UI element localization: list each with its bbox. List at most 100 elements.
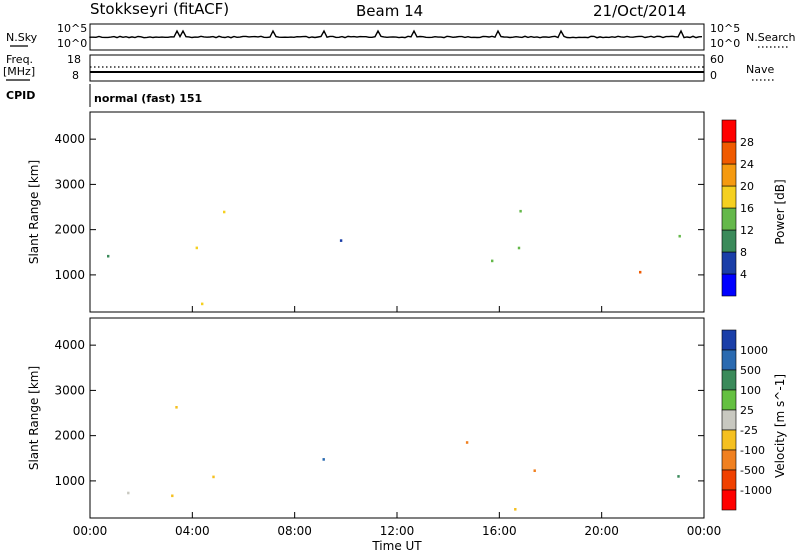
power-colorbar-tick-0: 4: [740, 268, 747, 281]
power-colorbar-band-3: [721, 207, 737, 231]
velocity-colorbar-tick-3: 25: [740, 404, 754, 417]
echo-cell-power-0-0: [107, 254, 110, 258]
velocity-colorbar-tick-7: -1000: [740, 484, 772, 497]
echo-cell-velocity-2-2: [171, 494, 174, 498]
velocity-axes: 1000 2000 3000 4000: [54, 338, 704, 488]
power-heatmap: [107, 209, 681, 306]
power-colorbar-tick-4: 20: [740, 180, 754, 193]
time-axis-label: Time UT: [371, 539, 422, 553]
nsky-trace: [89, 29, 703, 39]
velocity-colorbar-tick-1: 500: [740, 364, 761, 377]
cpid-label: CPID: [6, 89, 36, 102]
velocity-heatmap: [127, 406, 680, 511]
echo-cell-power-8-1: [517, 246, 521, 250]
power-colorbar-label: Power [dB]: [773, 179, 787, 244]
power-yaxis-label: Slant Range [km]: [27, 160, 41, 264]
echo-cell-power-2-0: [195, 246, 198, 250]
nsky-tick-top: 10^5: [57, 22, 88, 35]
freq-tick-bottom: 8: [72, 69, 79, 82]
station-title: Stokkseyri (fitACF): [90, 0, 230, 18]
ytick-label-0-1: 2000: [54, 223, 85, 237]
cpid-value: normal (fast) 151: [94, 92, 203, 105]
nave-tick-bottom: 0: [710, 69, 717, 82]
velocity-colorbar-band-4: [721, 409, 737, 431]
power-colorbar: 4 8 12 16 20 24 28: [721, 119, 754, 297]
echo-cell-power-8-2: [519, 209, 522, 213]
echo-cell-power-2-2: [223, 210, 226, 214]
velocity-colorbar-band-6: [721, 449, 737, 471]
echo-cell-power-13-0: [678, 234, 681, 238]
ytick-label-0-3: 4000: [54, 132, 85, 146]
time-axis: 00:00 04:00 08:00 12:00 16:00 20:00 00:00: [73, 306, 722, 538]
xtick-label-5: 20:00: [584, 524, 619, 538]
power-colorbar-band-4: [721, 185, 737, 209]
nave-tick-top: 60: [710, 53, 724, 66]
power-colorbar-band-0: [721, 273, 737, 297]
echo-cell-velocity-6-0: [514, 508, 517, 511]
power-colorbar-band-6: [721, 141, 737, 165]
nave-label: Nave: [746, 63, 775, 76]
nsky-label: N.Sky: [6, 31, 38, 44]
echo-cell-velocity-0-0: [127, 491, 130, 495]
echo-cell-velocity-7-0: [677, 475, 680, 478]
echo-cell-velocity-5-0: [465, 441, 469, 444]
date-title: 21/Oct/2014: [593, 2, 687, 20]
echo-cell-power-8-0: [491, 259, 494, 263]
nsky-rtick-bottom: 10^0: [710, 37, 741, 50]
echo-cell-power-12-0: [639, 270, 642, 274]
echo-cell-velocity-4-0: [322, 458, 325, 461]
power-colorbar-tick-3: 16: [740, 202, 754, 215]
ytick-label-0-2: 3000: [54, 177, 85, 191]
ytick-label-0-0: 1000: [54, 268, 85, 282]
echo-cell-velocity-5-1: [533, 469, 536, 472]
velocity-colorbar-label: Velocity [m s^-1]: [773, 374, 787, 478]
velocity-yaxis-label: Slant Range [km]: [27, 366, 41, 470]
velocity-colorbar-tick-6: -500: [740, 464, 765, 477]
xtick-label-4: 16:00: [482, 524, 517, 538]
power-colorbar-band-7: [721, 119, 737, 143]
echo-cell-velocity-2-1: [175, 406, 178, 409]
velocity-colorbar-band-5: [721, 429, 737, 451]
power-colorbar-tick-1: 8: [740, 246, 747, 259]
velocity-colorbar-tick-4: -25: [740, 424, 758, 437]
power-colorbar-band-2: [721, 229, 737, 253]
velocity-colorbar-band-2: [721, 369, 737, 391]
beam-title: Beam 14: [356, 2, 424, 20]
freq-strip-frame: [89, 54, 705, 82]
freq-label: Freq.: [6, 53, 34, 66]
xtick-label-1: 04:00: [175, 524, 210, 538]
velocity-colorbar-band-0: [721, 329, 737, 351]
power-colorbar-tick-2: 12: [740, 224, 754, 237]
power-colorbar-band-5: [721, 163, 737, 187]
velocity-colorbar-tick-0: 1000: [740, 344, 768, 357]
ytick-label-1-0: 1000: [54, 474, 85, 488]
velocity-colorbar-band-8: [721, 489, 737, 511]
echo-cell-power-6-0: [339, 239, 343, 242]
velocity-panel-frame: [89, 317, 705, 519]
ytick-label-1-1: 2000: [54, 429, 85, 443]
xtick-label-6: 00:00: [687, 524, 722, 538]
velocity-colorbar-tick-2: 100: [740, 384, 761, 397]
power-colorbar-tick-6: 28: [740, 136, 754, 149]
freq-unit-label: [MHz]: [3, 65, 36, 78]
power-axes: 1000 2000 3000 4000: [54, 132, 704, 282]
velocity-colorbar-tick-5: -100: [740, 444, 765, 457]
ytick-label-1-2: 3000: [54, 383, 85, 397]
nsky-tick-bottom: 10^0: [57, 37, 88, 50]
velocity-colorbar-band-7: [721, 469, 737, 491]
velocity-colorbar-band-3: [721, 389, 737, 411]
power-colorbar-tick-5: 24: [740, 158, 754, 171]
power-colorbar-band-1: [721, 251, 737, 275]
power-panel-frame: [89, 111, 705, 313]
nsearch-label: N.Search: [746, 31, 796, 44]
echo-cell-velocity-2-0: [212, 475, 215, 479]
xtick-label-3: 12:00: [380, 524, 415, 538]
xtick-label-0: 00:00: [73, 524, 108, 538]
nsky-rtick-top: 10^5: [710, 22, 741, 35]
ytick-label-1-3: 4000: [54, 338, 85, 352]
velocity-colorbar-band-1: [721, 349, 737, 371]
velocity-colorbar: 1000 500 100 25 -25 -100 -500 -1000: [721, 329, 772, 511]
freq-tick-top: 18: [67, 53, 81, 66]
echo-cell-power-2-1: [201, 302, 204, 306]
